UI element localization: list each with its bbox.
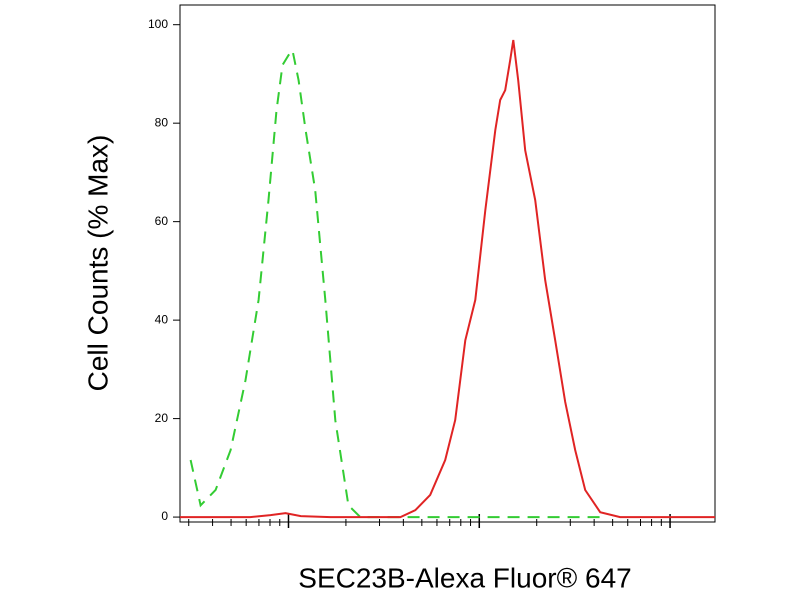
- x-axis-label: SEC23B-Alexa Fluor® 647: [298, 562, 631, 593]
- y-axis-label: Cell Counts (% Max): [82, 135, 113, 392]
- series-line: [180, 39, 715, 519]
- y-tick-label: 0: [161, 509, 168, 523]
- series-line: [189, 48, 601, 519]
- y-tick-label: 80: [155, 115, 169, 129]
- y-tick-label: 40: [155, 312, 169, 326]
- y-tick-label: 20: [155, 411, 169, 425]
- plot-frame: [179, 4, 716, 523]
- y-tick-label: 60: [155, 214, 169, 228]
- y-tick-label: 100: [148, 17, 168, 31]
